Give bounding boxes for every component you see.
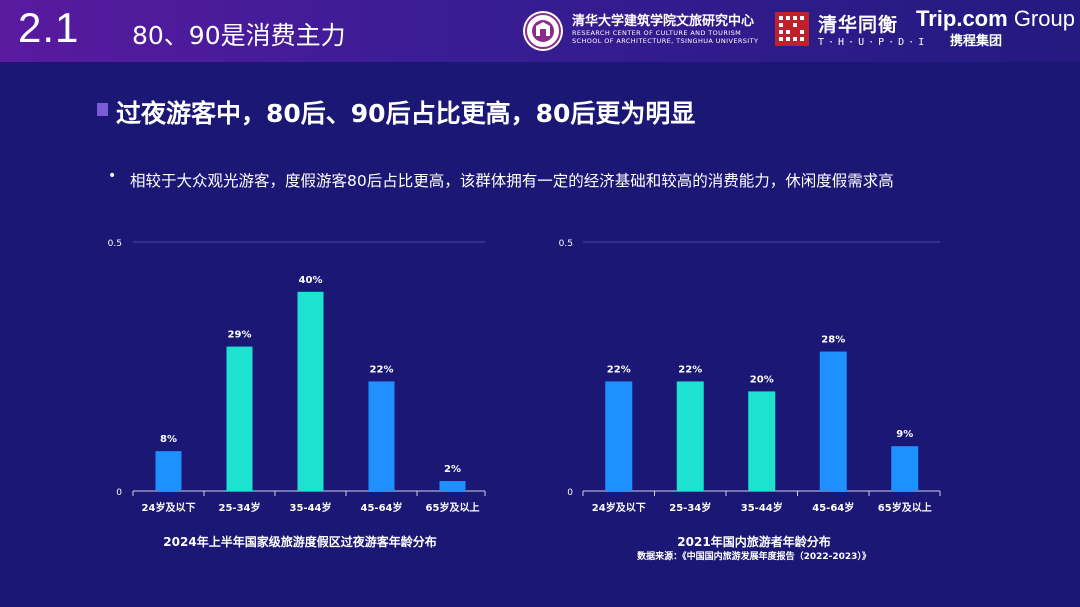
chart1-data-label: 40% — [299, 275, 323, 286]
chart2-data-label: 20% — [750, 374, 774, 385]
chart1-data-label: 22% — [370, 364, 394, 375]
trip-logo: Trip.com Group 携程集团 — [916, 6, 1075, 49]
header-title: 80、90是消费主力 — [132, 21, 346, 50]
trip-logo-cn: 携程集团 — [950, 34, 1003, 49]
thupdi-logo-en: T·H·U·P·D·I — [818, 37, 929, 48]
chart1-data-label: 29% — [228, 330, 252, 341]
chart2-data-label: 28% — [821, 335, 845, 346]
thupdi-grid-icon — [775, 12, 809, 46]
chart1-x-tick-label: 25-34岁 — [219, 501, 261, 514]
chart1-x-tick-label: 24岁及以下 — [142, 501, 196, 514]
chart2-bar — [605, 381, 633, 491]
thupdi-logo-text: 清华同衡 T·H·U·P·D·I — [818, 10, 928, 48]
chart1-x-tick-label: 45-64岁 — [361, 501, 403, 514]
chart1-bar — [226, 346, 253, 491]
chart1-x-tick-label: 35-44岁 — [290, 501, 332, 514]
chart2-y-tick-label: 0.5 — [559, 239, 573, 249]
chart1-data-label: 8% — [160, 434, 177, 445]
chart1-bar — [368, 381, 395, 491]
chart2-bar — [676, 381, 704, 491]
chart2-x-tick-label: 25-34岁 — [669, 501, 711, 514]
chart2-bar — [748, 391, 776, 491]
subtitle-text: 相较于大众观光游客，度假游客80后占比更高，该群体拥有一定的经济基础和较高的消费… — [130, 172, 894, 190]
chart2-x-tick-label: 65岁及以上 — [878, 501, 932, 514]
tsinghua-seal-icon — [523, 11, 563, 51]
tsinghua-logo-cn: 清华大学建筑学院文旅研究中心 — [572, 14, 755, 29]
chart2-bar — [819, 351, 847, 491]
chart1-bar — [439, 481, 466, 491]
thupdi-logo-cn: 清华同衡 — [818, 14, 899, 36]
chart2-x-tick-label: 35-44岁 — [741, 501, 783, 514]
tsinghua-logo-en-2: SCHOOL OF ARCHITECTURE, TSINGHUA UNIVERS… — [572, 37, 759, 45]
chart1-bar — [297, 291, 324, 491]
chart2-source-note: 数据来源：《中国国内旅游发展年度报告（2022-2023）》 — [637, 550, 871, 562]
chart2-x-tick-label: 24岁及以下 — [592, 501, 646, 514]
trip-logo-group: Group — [1013, 6, 1075, 31]
chart1-bar — [155, 451, 182, 491]
chart2-title: 2021年国内旅游者年龄分布 — [677, 534, 830, 549]
trip-logo-name: Trip.com — [916, 6, 1008, 31]
chart1-x-tick-label: 65岁及以上 — [426, 501, 480, 514]
chart1-y-tick-label: 0 — [116, 488, 122, 498]
tsinghua-logo-en-1: RESEARCH CENTER OF CULTURE AND TOURISM — [572, 29, 742, 37]
chart2-y-tick-label: 0 — [567, 488, 573, 498]
chart1-data-label: 2% — [444, 464, 461, 475]
chart2-data-label: 9% — [896, 429, 913, 440]
chart2-data-label: 22% — [678, 364, 702, 375]
main-title: 过夜游客中，80后、90后占比更高，80后更为明显 — [116, 99, 696, 128]
chart2-data-label: 22% — [607, 364, 631, 375]
chart2-bar — [891, 446, 919, 491]
chart2-x-tick-label: 45-64岁 — [812, 501, 854, 514]
header-bar: 2.1 80、90是消费主力 清华大学建筑学院文旅研究中心 RESEARCH C… — [0, 0, 1080, 62]
section-number: 2.1 — [18, 4, 80, 51]
chart1-title: 2024年上半年国家级旅游度假区过夜游客年龄分布 — [163, 534, 436, 549]
subtitle-bullet: • — [108, 168, 117, 184]
tsinghua-logo-text: 清华大学建筑学院文旅研究中心 RESEARCH CENTER OF CULTUR… — [572, 10, 772, 45]
title-bullet — [97, 103, 108, 116]
chart1-y-tick-label: 0.5 — [108, 239, 122, 249]
